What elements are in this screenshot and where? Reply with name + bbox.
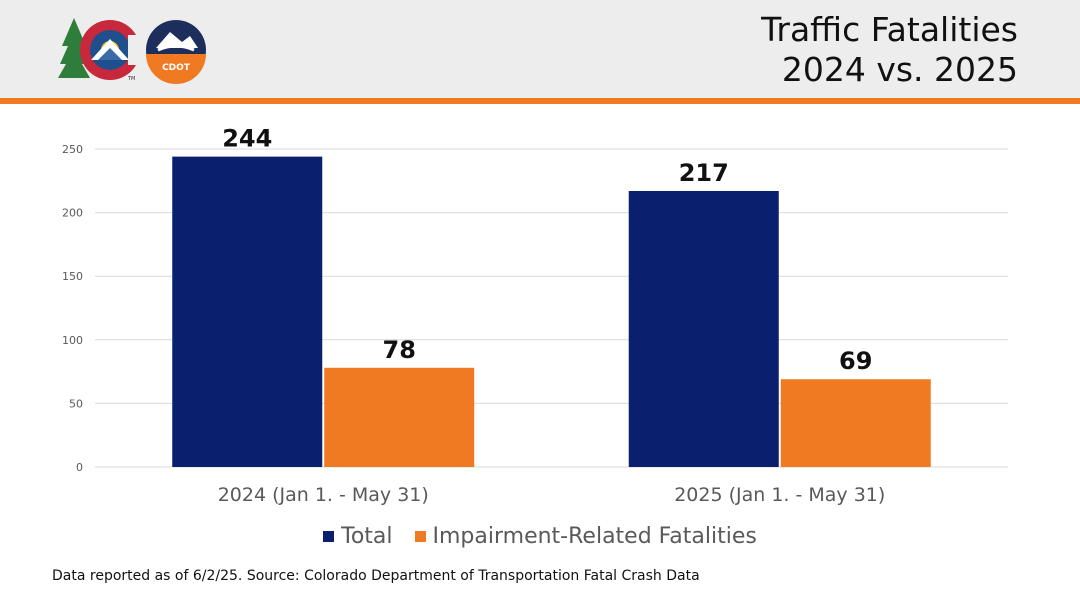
- title-line-1: Traffic Fatalities: [761, 10, 1018, 49]
- bar-impairment-related-fatalities-1: [780, 379, 931, 467]
- bar-chart: 0 50 100 150 200 250 2024 (Jan 1. - May 31) 202…: [62, 125, 1008, 506]
- legend-item: Impairment-Related Fatalities: [414, 523, 757, 549]
- cdot-logo: CDOT: [146, 20, 206, 84]
- bar-total-0: [172, 156, 323, 467]
- title-line-2: 2024 vs. 2025: [781, 50, 1018, 89]
- y-tick-label: 150: [62, 270, 83, 283]
- legend-swatch: [323, 530, 335, 542]
- y-tick-label: 200: [62, 207, 83, 220]
- colorado-state-logo: TM: [58, 18, 158, 82]
- y-tick-label: 250: [62, 143, 83, 156]
- footnote: Data reported as of 6/2/25. Source: Colo…: [52, 568, 700, 584]
- svg-text:CDOT: CDOT: [162, 63, 191, 73]
- y-tick-label: 100: [62, 334, 83, 347]
- legend-label: Total: [341, 523, 393, 549]
- y-tick-label: 0: [76, 461, 83, 474]
- chart-bars: [172, 156, 931, 467]
- chart-data-labels: 244 78 217 69: [222, 125, 872, 376]
- bar-impairment-related-fatalities-0: [324, 367, 475, 467]
- header-accent-rule: [0, 98, 1080, 104]
- data-label: 78: [383, 336, 416, 364]
- y-tick-label: 50: [69, 397, 83, 410]
- logo-graphics: TM CDOT: [58, 18, 206, 84]
- legend-swatch: [414, 530, 426, 542]
- data-label: 69: [839, 347, 872, 375]
- x-category-label: 2024 (Jan 1. - May 31): [218, 484, 429, 506]
- data-label: 244: [222, 125, 272, 153]
- bar-total-1: [628, 190, 779, 467]
- logo-group: TM CDOT: [58, 14, 210, 84]
- legend-item: Total: [323, 523, 393, 549]
- svg-text:TM: TM: [127, 76, 135, 82]
- chart-legend: Total Impairment-Related Fatalities: [0, 520, 1080, 552]
- x-category-label: 2025 (Jan 1. - May 31): [674, 484, 885, 506]
- data-label: 217: [679, 159, 729, 187]
- legend-label: Impairment-Related Fatalities: [432, 523, 757, 549]
- page-title: Traffic Fatalities 2024 vs. 2025: [498, 10, 1018, 90]
- chart-axis: 0 50 100 150 200 250 2024 (Jan 1. - May 31) 202…: [62, 143, 1008, 506]
